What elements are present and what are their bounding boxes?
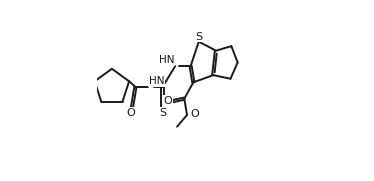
Text: O: O bbox=[191, 109, 199, 119]
Text: HN: HN bbox=[149, 76, 165, 86]
Text: S: S bbox=[196, 31, 203, 42]
Text: HN: HN bbox=[159, 55, 174, 65]
Text: O: O bbox=[126, 108, 135, 118]
Text: S: S bbox=[159, 108, 166, 118]
Text: O: O bbox=[163, 96, 172, 106]
